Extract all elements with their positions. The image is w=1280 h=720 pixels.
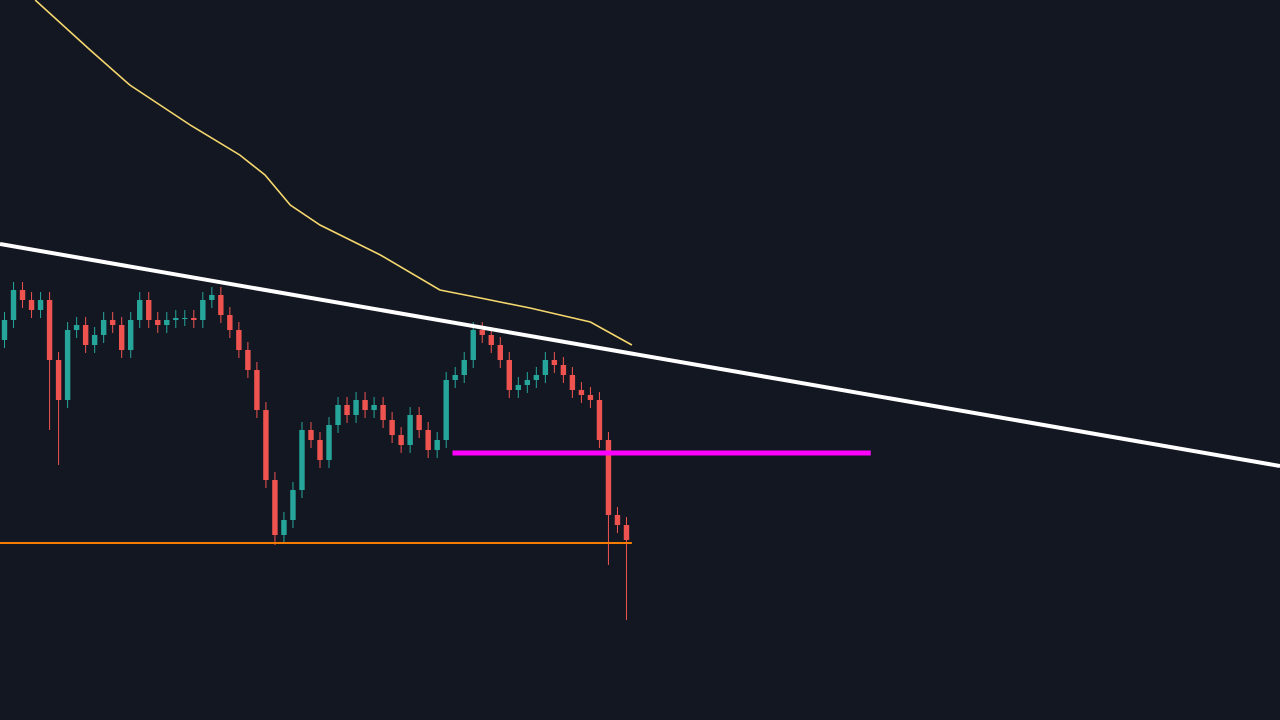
- candle-body: [470, 330, 476, 360]
- candle-body: [380, 405, 386, 420]
- candle-body: [362, 400, 368, 410]
- candle-body: [623, 525, 630, 540]
- candle-body: [73, 325, 80, 330]
- candle-body: [407, 415, 413, 445]
- candle-body: [109, 320, 116, 325]
- candle-body: [290, 490, 296, 520]
- candle-body: [578, 390, 585, 395]
- candle-body: [542, 360, 549, 375]
- candle-body: [118, 325, 125, 350]
- candle-body: [10, 290, 17, 320]
- candle-body: [416, 415, 422, 430]
- candle-body: [335, 405, 341, 425]
- candle-body: [326, 425, 332, 460]
- candle-body: [515, 385, 522, 390]
- candle-body: [443, 380, 449, 440]
- candle-body: [146, 300, 152, 320]
- candle-body: [227, 315, 233, 330]
- candle-body: [533, 375, 540, 380]
- candle-body: [605, 440, 612, 515]
- candle-body: [317, 440, 323, 460]
- candle-body: [173, 318, 179, 320]
- candle-body: [551, 360, 558, 365]
- candle-body: [524, 380, 531, 385]
- candle-body: [182, 318, 188, 319]
- candle-body: [191, 318, 197, 320]
- candle-body: [91, 335, 98, 345]
- candle-body: [272, 480, 278, 535]
- candle-body: [100, 320, 107, 335]
- candle-body: [614, 515, 621, 525]
- candle-body: [497, 345, 503, 360]
- candle-body: [389, 420, 395, 435]
- candle-body: [596, 400, 603, 440]
- candle-body: [560, 365, 567, 375]
- candle-body: [19, 290, 26, 300]
- candle-body: [506, 360, 512, 390]
- candle-body: [425, 430, 431, 450]
- candle-body: [137, 300, 143, 320]
- candle-body: [218, 295, 224, 315]
- line-drawing: [34, 0, 633, 346]
- candle-body: [344, 405, 350, 415]
- candle-body: [82, 325, 89, 345]
- candle-body: [209, 295, 215, 300]
- candle-body: [64, 330, 71, 400]
- candle-body: [461, 360, 467, 375]
- candle-body: [569, 375, 576, 390]
- candle-body: [28, 300, 35, 310]
- candle-body: [452, 375, 458, 380]
- candle-body: [308, 430, 314, 440]
- candle-body: [200, 300, 206, 320]
- candle-body: [1, 320, 8, 340]
- line-drawing: [0, 242, 1280, 468]
- candle-body: [587, 395, 594, 400]
- candle-body: [46, 300, 53, 360]
- candle-body: [254, 370, 260, 410]
- candle-body: [353, 400, 359, 415]
- candle-body: [55, 360, 62, 400]
- candle-body: [488, 335, 494, 345]
- candle-body: [479, 330, 485, 335]
- candle-body: [398, 435, 404, 445]
- candle-body: [371, 405, 377, 410]
- candle-body: [37, 300, 44, 310]
- candle-body: [299, 430, 305, 490]
- candle-body: [164, 320, 170, 325]
- candle-body: [245, 350, 251, 370]
- candle-body: [281, 520, 287, 535]
- candle-body: [236, 330, 242, 350]
- candle-body: [434, 440, 440, 450]
- candle-body: [128, 320, 134, 350]
- candle-body: [263, 410, 269, 480]
- candle-body: [155, 320, 161, 325]
